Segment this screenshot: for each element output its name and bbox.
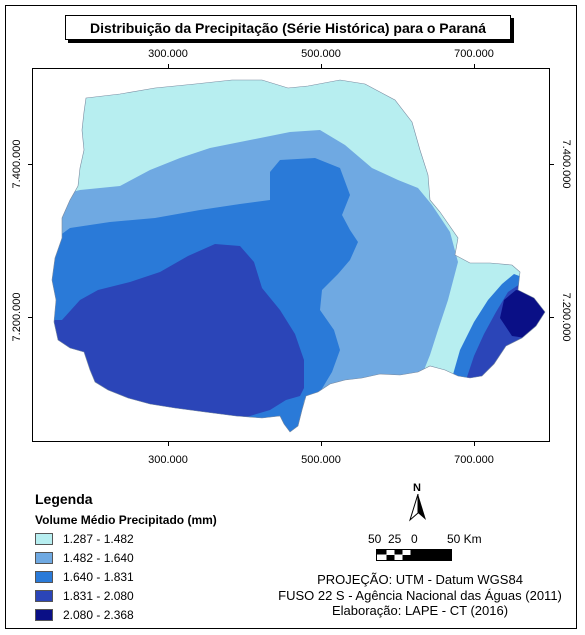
legend-item: 1.831 - 2.080 — [35, 589, 134, 603]
credit-text: Elaboração: LAPE - CT (2016) — [331, 603, 509, 618]
north-arrow-icon — [409, 494, 426, 522]
legend-label: 1.287 - 1.482 — [63, 532, 134, 546]
tick-bottom-300 — [168, 442, 169, 446]
tick-left-7400000 — [28, 164, 32, 165]
legend-swatch — [35, 571, 53, 583]
x-tick-top-300: 300.000 — [148, 48, 188, 60]
legend-item: 1.640 - 1.831 — [35, 570, 134, 584]
x-tick-bottom-700: 700.000 — [454, 454, 494, 466]
y-tick-right-7200000: 7.200.000 — [560, 292, 572, 342]
legend-label: 1.482 - 1.640 — [63, 551, 134, 565]
tick-top-700 — [474, 64, 475, 68]
y-tick-left-7200000: 7.200.000 — [11, 292, 23, 342]
zone-source-text: FUSO 22 S - Agência Nacional das Águas (… — [278, 588, 562, 603]
projection-text: PROJEÇÃO: UTM - Datum WGS84 — [317, 572, 523, 587]
scale-label-50-km: 50 Km — [447, 532, 482, 546]
scale-label-50-left: 50 — [368, 532, 382, 546]
legend-title: Legenda — [35, 491, 93, 507]
x-tick-top-700: 700.000 — [454, 48, 494, 60]
north-label: N — [413, 482, 421, 494]
y-tick-left-7400000: 7.400.000 — [11, 139, 23, 189]
legend-subtitle: Volume Médio Precipitado (mm) — [35, 513, 217, 527]
x-tick-bottom-300: 300.000 — [148, 454, 188, 466]
tick-right-7400000 — [550, 164, 554, 165]
tick-top-300 — [168, 64, 169, 68]
y-tick-right-7400000: 7.400.000 — [560, 139, 572, 189]
tick-bottom-700 — [474, 442, 475, 446]
legend-label: 1.831 - 2.080 — [63, 589, 134, 603]
x-tick-bottom-500: 500.000 — [301, 454, 341, 466]
tick-bottom-500 — [321, 442, 322, 446]
scale-bar — [376, 549, 452, 561]
legend-label: 1.640 - 1.831 — [63, 570, 134, 584]
tick-left-7200000 — [28, 317, 32, 318]
legend-swatch — [35, 552, 53, 564]
legend-item: 1.287 - 1.482 — [35, 532, 134, 546]
legend-label: 2.080 - 2.368 — [63, 608, 134, 622]
legend-swatch — [35, 590, 53, 602]
map-title: Distribuição da Precipitação (Série Hist… — [65, 15, 511, 40]
scale-label-0: 0 — [411, 532, 418, 546]
scale-label-25: 25 — [388, 532, 402, 546]
legend-swatch — [35, 533, 53, 545]
map-frame — [32, 68, 550, 442]
state-outline — [51, 79, 546, 433]
legend-swatch — [35, 609, 53, 621]
legend-item: 2.080 - 2.368 — [35, 608, 134, 622]
layout-frame — [5, 5, 577, 629]
x-tick-top-500: 500.000 — [301, 48, 341, 60]
tick-right-7200000 — [550, 317, 554, 318]
tick-top-500 — [321, 64, 322, 68]
legend-item: 1.482 - 1.640 — [35, 551, 134, 565]
